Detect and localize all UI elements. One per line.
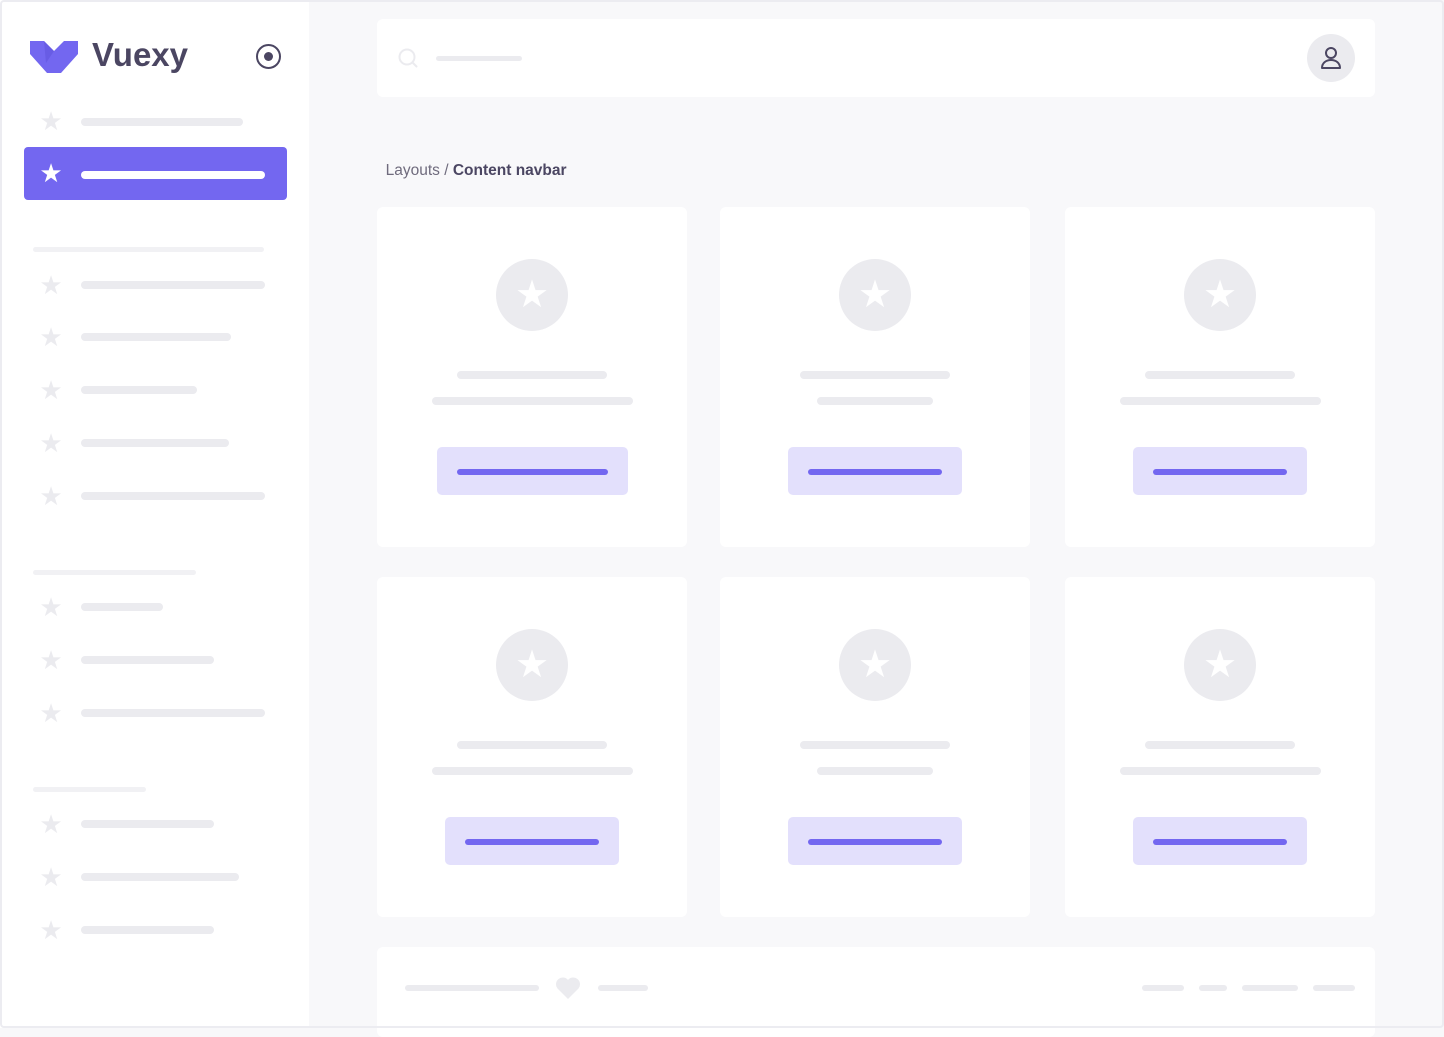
star-icon: ★ (496, 629, 568, 701)
star-icon: ★ (39, 428, 63, 458)
star-icon: ★ (39, 375, 63, 405)
breadcrumb-separator: / (439, 162, 453, 179)
card-button[interactable] (445, 817, 619, 865)
placeholder-card: ★ (1065, 577, 1375, 917)
star-icon: ★ (39, 270, 63, 300)
footer-link[interactable] (1242, 985, 1298, 991)
placeholder-card: ★ (377, 207, 687, 547)
star-icon: ★ (39, 592, 63, 622)
footer-link[interactable] (1142, 985, 1184, 991)
star-icon: ★ (39, 158, 63, 188)
placeholder-card: ★ (720, 207, 1030, 547)
radio-target-icon (263, 51, 273, 61)
star-icon: ★ (39, 106, 63, 136)
section-divider (33, 787, 146, 792)
card-button[interactable] (437, 447, 628, 495)
placeholder-card: ★ (720, 577, 1030, 917)
star-icon: ★ (1184, 259, 1256, 331)
section-divider (33, 570, 196, 575)
content-navbar (377, 19, 1375, 97)
star-icon: ★ (39, 645, 63, 675)
search-icon (398, 48, 418, 68)
heart-icon (555, 977, 581, 999)
placeholder-card: ★ (1065, 207, 1375, 547)
section-divider (33, 247, 264, 252)
card-button[interactable] (788, 817, 962, 865)
breadcrumb-parent[interactable]: Layouts (385, 162, 440, 179)
brand-logo[interactable]: Vuexy (30, 36, 190, 74)
star-icon: ★ (1184, 629, 1256, 701)
sidebar-toggle-button[interactable] (256, 44, 281, 69)
star-icon: ★ (39, 481, 63, 511)
vuexy-logo-icon (30, 41, 78, 73)
sidebar-item-active[interactable]: ★ (24, 147, 287, 200)
footer-link[interactable] (1199, 985, 1227, 991)
star-icon: ★ (39, 915, 63, 945)
star-icon: ★ (496, 259, 568, 331)
footer-link[interactable] (1313, 985, 1355, 991)
star-icon: ★ (839, 629, 911, 701)
user-icon (1321, 47, 1341, 69)
brand-name: Vuexy (92, 36, 189, 73)
star-icon: ★ (839, 259, 911, 331)
card-button[interactable] (788, 447, 962, 495)
footer (377, 947, 1375, 1037)
star-icon: ★ (39, 698, 63, 728)
card-button[interactable] (1133, 817, 1307, 865)
breadcrumb-current: Content navbar (452, 162, 567, 179)
search-input[interactable] (397, 47, 547, 69)
star-icon: ★ (39, 322, 63, 352)
sidebar: Vuexy ★ ★ ★ ★ ★ ★ ★ ★ ★ ★ ★ ★ ★ (0, 0, 309, 1028)
card-button[interactable] (1133, 447, 1307, 495)
placeholder-card: ★ (377, 577, 687, 917)
breadcrumb: Layouts / Content navbar (377, 144, 567, 180)
user-avatar-button[interactable] (1307, 34, 1355, 82)
star-icon: ★ (39, 862, 63, 892)
star-icon: ★ (39, 809, 63, 839)
